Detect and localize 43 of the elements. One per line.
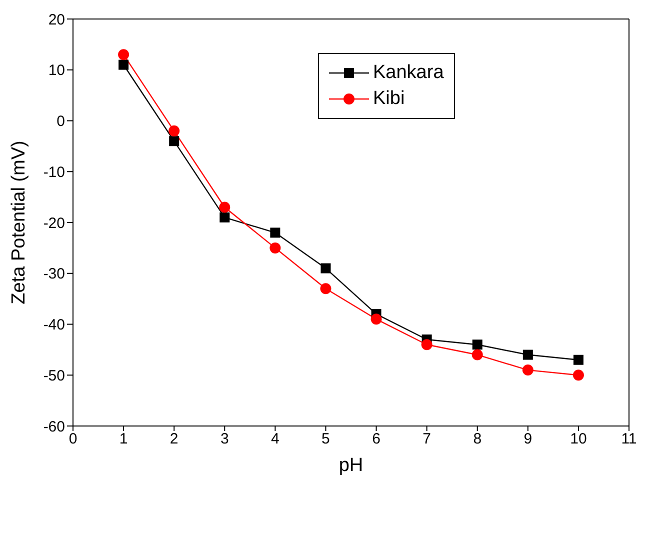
x-tick-label: 6 <box>372 430 380 448</box>
x-tick-label: 2 <box>170 430 178 448</box>
x-tick-label: 1 <box>119 430 128 448</box>
y-tick-label: 0 <box>56 113 65 130</box>
point <box>168 125 180 136</box>
x-tick-label: 11 <box>621 430 637 448</box>
point <box>573 354 584 365</box>
y-axis-title: Zeta Potential (mV) <box>8 140 30 304</box>
y-tick-label: 10 <box>48 62 65 80</box>
x-tick-label: 0 <box>68 430 78 448</box>
point <box>320 283 332 294</box>
point <box>572 370 584 381</box>
point <box>169 136 180 146</box>
point <box>370 314 382 325</box>
x-tick-label: 8 <box>473 430 482 448</box>
point <box>320 263 331 274</box>
point <box>219 202 230 213</box>
point <box>522 350 533 360</box>
point <box>270 242 281 254</box>
point <box>472 340 482 350</box>
y-tick-label: -60 <box>43 418 65 436</box>
y-tick-label: -50 <box>43 367 65 384</box>
point <box>220 212 230 222</box>
x-tick-label: 5 <box>322 430 330 448</box>
point <box>472 349 483 360</box>
x-tick-label: 9 <box>524 430 532 448</box>
y-tick-label: -20 <box>43 214 65 232</box>
y-tick-label: -10 <box>43 164 65 181</box>
point <box>270 228 280 238</box>
y-tick-label: -30 <box>43 266 65 283</box>
point <box>118 49 130 60</box>
point <box>118 60 129 70</box>
point <box>522 364 534 376</box>
y-tick-label: -40 <box>43 316 65 334</box>
point <box>421 339 432 350</box>
y-tick-label: 20 <box>48 11 65 28</box>
x-axis-title: pH <box>338 455 364 476</box>
x-tick-label: 10 <box>570 430 587 448</box>
legend-label: Kibi <box>373 88 405 110</box>
x-tick-label: 7 <box>422 430 431 448</box>
x-tick-label: 4 <box>271 430 280 448</box>
legend-label: Kankara <box>373 62 444 84</box>
x-tick-label: 3 <box>220 430 229 448</box>
